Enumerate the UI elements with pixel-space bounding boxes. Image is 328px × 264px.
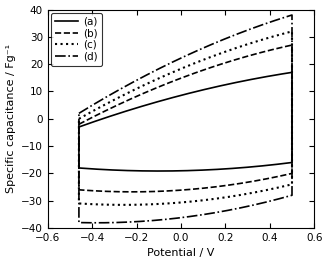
(b) — [131, 190, 134, 194]
(a) — [247, 166, 251, 169]
(b) — [89, 116, 93, 120]
(d) — [261, 23, 265, 26]
(a) — [290, 71, 294, 74]
(d) — [137, 78, 141, 81]
Line: (b): (b) — [79, 45, 292, 192]
(c) — [290, 30, 294, 33]
(b) — [290, 44, 294, 47]
X-axis label: Potential / V: Potential / V — [147, 248, 215, 258]
(d) — [95, 221, 99, 224]
(c) — [179, 67, 183, 70]
(d) — [89, 104, 93, 107]
(a) — [77, 125, 81, 129]
(a) — [157, 169, 161, 173]
(a) — [77, 125, 81, 129]
Line: (c): (c) — [79, 31, 292, 205]
(c) — [193, 62, 196, 65]
(d) — [290, 13, 294, 17]
(c) — [77, 117, 81, 120]
(c) — [77, 117, 81, 120]
(a) — [89, 121, 93, 124]
(a) — [179, 94, 183, 97]
(c) — [121, 203, 125, 206]
(a) — [137, 106, 141, 109]
(b) — [193, 72, 196, 75]
(a) — [261, 76, 265, 79]
(b) — [77, 123, 81, 126]
(b) — [179, 76, 183, 79]
(b) — [77, 123, 81, 126]
(c) — [247, 192, 251, 195]
(d) — [247, 204, 251, 208]
(c) — [137, 86, 141, 89]
Line: (a): (a) — [79, 72, 292, 171]
Y-axis label: Specific capacitance / Fg⁻¹: Specific capacitance / Fg⁻¹ — [6, 44, 15, 193]
(d) — [179, 56, 183, 59]
(b) — [261, 50, 265, 53]
(c) — [261, 38, 265, 41]
(d) — [193, 50, 196, 54]
Legend: (a), (b), (c), (d): (a), (b), (c), (d) — [51, 13, 102, 66]
(b) — [137, 94, 141, 97]
Line: (d): (d) — [79, 15, 292, 223]
(c) — [89, 110, 93, 114]
(d) — [77, 112, 81, 115]
(d) — [77, 112, 81, 115]
(a) — [193, 90, 196, 93]
(b) — [247, 180, 251, 183]
